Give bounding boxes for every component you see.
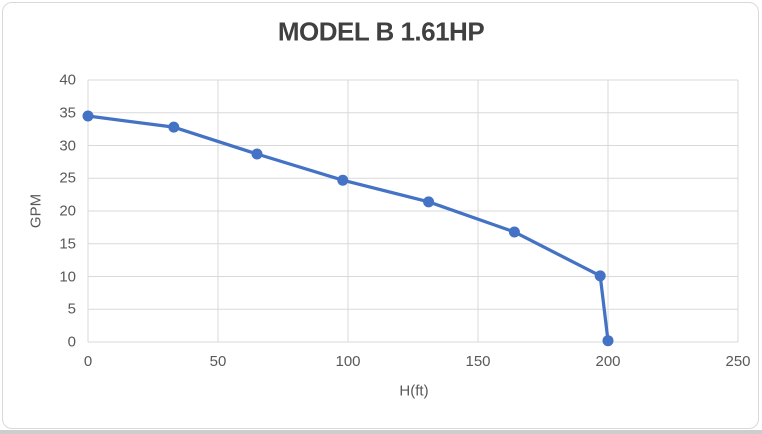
data-point-marker [423, 196, 435, 208]
window-bottom-edge [0, 430, 762, 434]
series-line [86, 114, 610, 343]
x-tick-label: 100 [335, 353, 361, 370]
x-tick-label: 50 [209, 353, 227, 370]
x-tick-label: 150 [465, 353, 491, 370]
chart-title: MODEL B 1.61HP [277, 16, 485, 47]
y-tick-label: 40 [59, 71, 76, 89]
y-tick-label: 25 [59, 169, 76, 187]
data-point-marker [82, 110, 94, 122]
data-point-marker [337, 174, 349, 186]
y-tick-label: 35 [59, 104, 76, 122]
x-tick-label: 0 [83, 353, 93, 370]
x-tick-label: 200 [595, 353, 621, 370]
data-point-marker [594, 270, 606, 282]
x-axis-title: H(ft) [399, 382, 429, 400]
data-point-marker [508, 226, 520, 238]
y-tick-label: 10 [59, 268, 76, 285]
data-point-marker [251, 148, 263, 160]
y-tick-label: 5 [67, 300, 76, 318]
y-tick-label: 30 [59, 137, 76, 154]
y-tick-label: 20 [59, 202, 76, 220]
data-point-marker [168, 121, 180, 133]
chart-area-border [2, 2, 759, 429]
data-point-marker [602, 335, 614, 347]
y-tick-label: 15 [59, 235, 76, 253]
x-tick-label: 250 [725, 353, 751, 370]
y-tick-label: 0 [67, 333, 76, 351]
y-axis-title: GPM [27, 193, 45, 229]
